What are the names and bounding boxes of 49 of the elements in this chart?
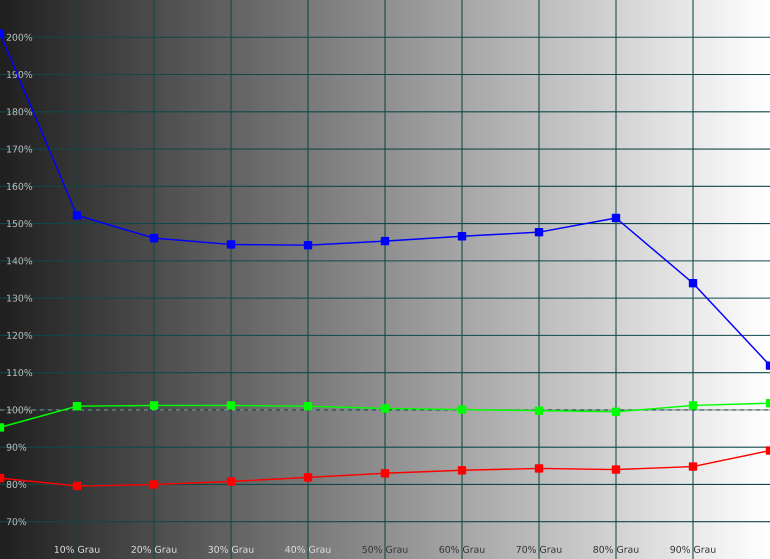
point	[458, 405, 466, 414]
x-tick-label: 30% Grau	[208, 546, 254, 553]
y-tick-label: 80%	[6, 480, 26, 488]
point	[304, 402, 312, 410]
point	[72, 402, 82, 410]
x-tick-label: 70% Grau	[516, 546, 562, 553]
y-tick-label: 150%	[7, 220, 32, 228]
y-tick-label: 140%	[7, 257, 32, 264]
x-tick-label: 60% Grau	[439, 546, 484, 553]
y-tick-label: 90%	[6, 444, 26, 451]
point	[72, 211, 82, 220]
point	[150, 234, 158, 242]
point	[458, 466, 466, 474]
point	[72, 482, 82, 490]
y-tick-label: 120%	[7, 332, 32, 339]
x-tick-label: 50% Grau	[362, 546, 408, 553]
y-tick-label: 130%	[7, 294, 32, 302]
point	[458, 232, 466, 240]
point	[688, 279, 698, 288]
point	[380, 404, 390, 413]
point	[380, 469, 390, 478]
point	[612, 465, 620, 474]
y-tick-label: 200%	[6, 34, 32, 41]
point	[688, 401, 698, 410]
y-tick-label: 180%	[7, 108, 32, 116]
x-tick-label: 90% Grau	[670, 546, 716, 553]
point	[534, 406, 544, 415]
point	[304, 473, 312, 482]
x-tick-label: 80% Grau	[593, 546, 638, 553]
y-tick-label: 170%	[7, 146, 32, 153]
point	[688, 462, 698, 471]
x-tick-label: 10% Grau	[54, 546, 100, 553]
point	[226, 240, 236, 249]
y-tick-label: 100%	[7, 406, 32, 414]
point	[304, 241, 312, 250]
x-tick-label: 20% Grau	[131, 546, 176, 553]
point	[534, 228, 544, 236]
point	[226, 401, 236, 410]
y-tick-label: 160%	[7, 182, 32, 190]
y-tick-label: 110%	[7, 369, 32, 376]
y-tick-label: 70%	[6, 518, 26, 526]
point	[380, 236, 390, 246]
point	[534, 464, 544, 473]
point	[150, 480, 158, 489]
point	[150, 401, 158, 410]
point	[612, 214, 620, 222]
x-tick-label: 40% Grau	[285, 546, 330, 553]
point	[226, 477, 236, 486]
point	[612, 408, 620, 416]
